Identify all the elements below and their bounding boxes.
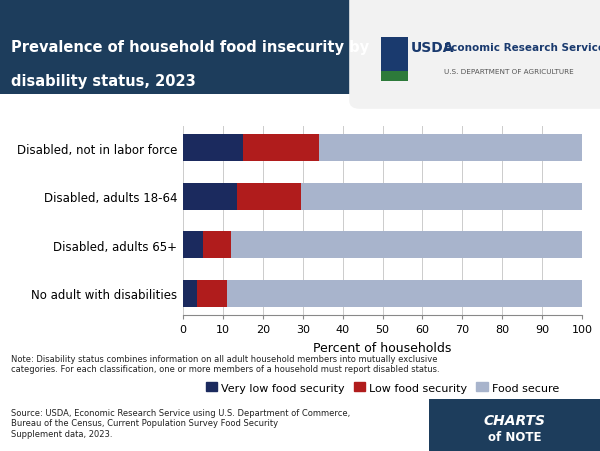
Bar [183, 232, 203, 258]
Bar [227, 281, 582, 307]
Bar [183, 135, 243, 161]
Text: USDA: USDA [411, 41, 455, 55]
X-axis label: Percent of households: Percent of households [313, 341, 452, 354]
Bar [197, 281, 227, 307]
Bar [243, 135, 319, 161]
Text: Note: Disability status combines information on all adult household members into: Note: Disability status combines informa… [11, 354, 439, 373]
Text: CHARTS: CHARTS [484, 414, 546, 427]
Bar [237, 184, 301, 210]
Text: disability status, 2023: disability status, 2023 [11, 74, 196, 89]
Bar [231, 232, 582, 258]
Bar [301, 184, 582, 210]
Text: Economic Research Service: Economic Research Service [444, 43, 600, 53]
Text: of NOTE: of NOTE [488, 430, 542, 443]
Bar [183, 281, 197, 307]
Bar [203, 232, 231, 258]
Text: U.S. DEPARTMENT OF AGRICULTURE: U.S. DEPARTMENT OF AGRICULTURE [444, 69, 574, 75]
Text: Source: USDA, Economic Research Service using U.S. Department of Commerce,
Burea: Source: USDA, Economic Research Service … [11, 408, 350, 438]
Bar [319, 135, 582, 161]
Text: Prevalence of household food insecurity by: Prevalence of household food insecurity … [11, 40, 369, 55]
Bar [183, 184, 237, 210]
Legend: Very low food security, Low food security, Food secure: Very low food security, Low food securit… [202, 378, 563, 397]
